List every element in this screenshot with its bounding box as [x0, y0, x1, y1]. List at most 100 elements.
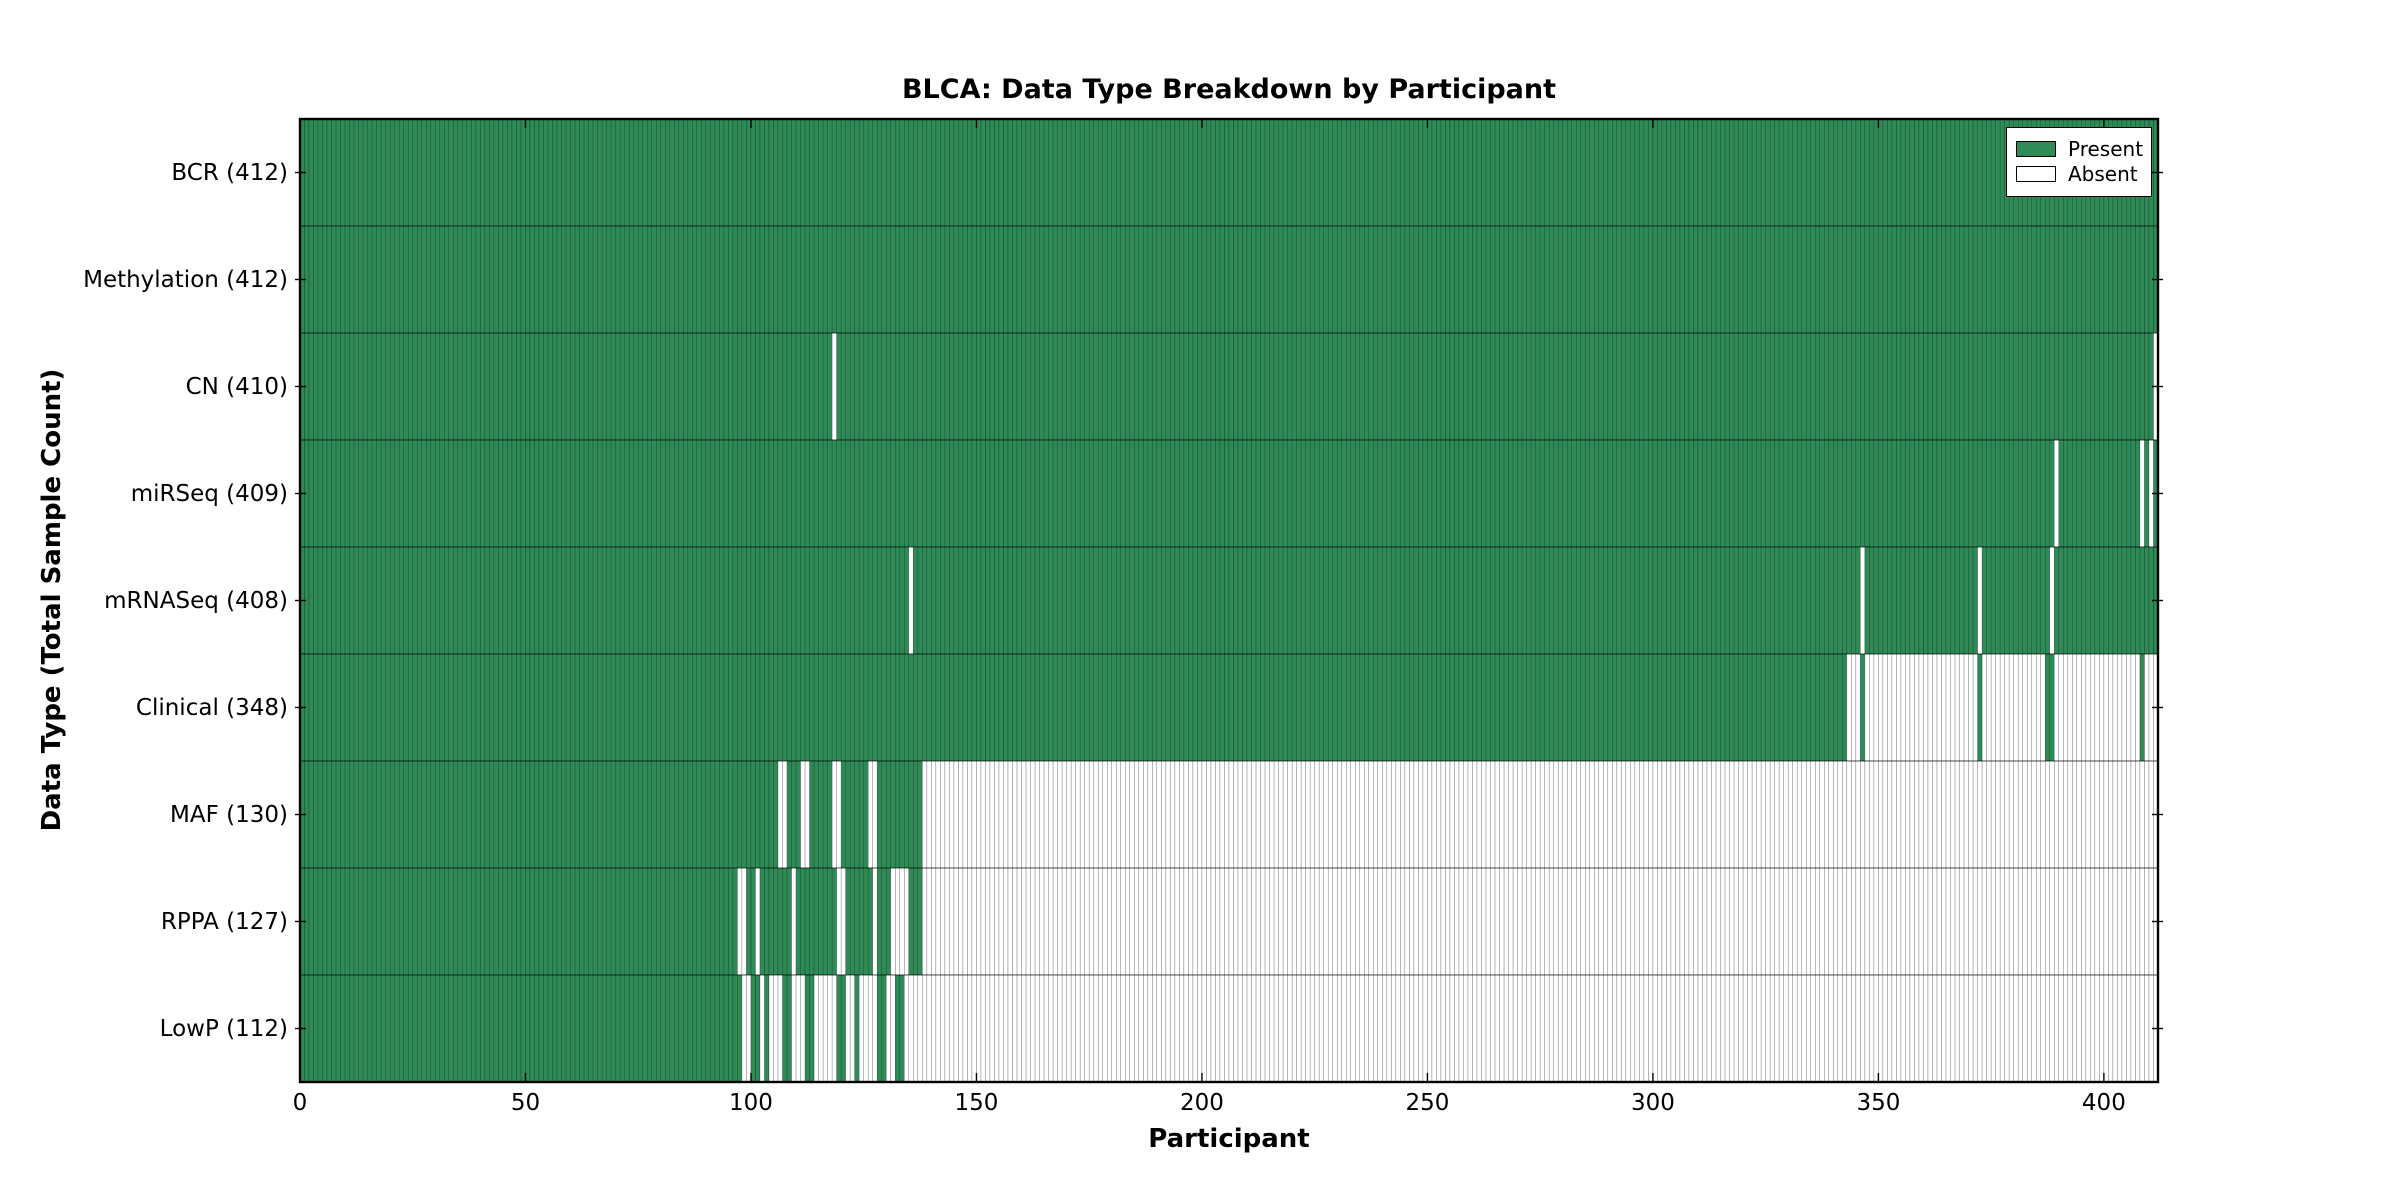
cell-LowP-150 [976, 974, 982, 1083]
cell-mRNASeq-230 [1336, 546, 1342, 655]
cell-CN-9 [340, 332, 346, 441]
cell-MAF-81 [665, 760, 671, 869]
cell-CN-82 [669, 332, 675, 441]
cell-MAF-24 [407, 760, 413, 869]
cell-Clinical-209 [1242, 653, 1248, 762]
cell-miRSeq-357 [1909, 439, 1915, 548]
cell-MAF-126 [867, 760, 873, 869]
cell-mRNASeq-264 [1490, 546, 1496, 655]
cell-CN-314 [1715, 332, 1721, 441]
cell-Methylation-10 [344, 225, 350, 334]
cell-mRNASeq-258 [1463, 546, 1469, 655]
cell-RPPA-12 [353, 867, 359, 976]
cell-Methylation-112 [804, 225, 810, 334]
cell-Clinical-272 [1526, 653, 1532, 762]
cell-RPPA-269 [1512, 867, 1518, 976]
cell-CN-175 [1088, 332, 1094, 441]
cell-RPPA-50 [525, 867, 531, 976]
cell-LowP-370 [1968, 974, 1974, 1083]
cell-miRSeq-383 [2026, 439, 2032, 548]
cell-CN-388 [2049, 332, 2055, 441]
cell-RPPA-223 [1305, 867, 1311, 976]
cell-mRNASeq-54 [543, 546, 549, 655]
cell-LowP-154 [994, 974, 1000, 1083]
cell-mRNASeq-279 [1557, 546, 1563, 655]
cell-RPPA-194 [1174, 867, 1180, 976]
cell-LowP-283 [1576, 974, 1582, 1083]
cell-BCR-145 [953, 118, 959, 227]
cell-Clinical-358 [1914, 653, 1920, 762]
cell-mRNASeq-310 [1697, 546, 1703, 655]
cell-miRSeq-58 [561, 439, 567, 548]
cell-LowP-288 [1598, 974, 1604, 1083]
cell-Clinical-258 [1463, 653, 1469, 762]
cell-Methylation-134 [904, 225, 910, 334]
cell-MAF-154 [994, 760, 1000, 869]
cell-mRNASeq-337 [1819, 546, 1825, 655]
cell-Clinical-328 [1778, 653, 1784, 762]
cell-Methylation-15 [367, 225, 373, 334]
cell-CN-335 [1810, 332, 1816, 441]
cell-Clinical-115 [818, 653, 824, 762]
cell-mRNASeq-247 [1413, 546, 1419, 655]
cell-BCR-364 [1941, 118, 1947, 227]
cell-MAF-15 [367, 760, 373, 869]
cell-miRSeq-13 [358, 439, 364, 548]
cell-miRSeq-37 [466, 439, 472, 548]
cell-Clinical-317 [1729, 653, 1735, 762]
cell-mRNASeq-126 [867, 546, 873, 655]
cell-mRNASeq-287 [1594, 546, 1600, 655]
legend-label-absent: Absent [2068, 162, 2138, 186]
cell-BCR-343 [1846, 118, 1852, 227]
cell-Methylation-235 [1359, 225, 1365, 334]
cell-RPPA-55 [547, 867, 553, 976]
cell-RPPA-311 [1702, 867, 1708, 976]
cell-RPPA-279 [1557, 867, 1563, 976]
cell-CN-203 [1215, 332, 1221, 441]
cell-CN-174 [1084, 332, 1090, 441]
cell-miRSeq-252 [1436, 439, 1442, 548]
cell-mRNASeq-94 [723, 546, 729, 655]
cell-Methylation-27 [421, 225, 427, 334]
cell-mRNASeq-265 [1494, 546, 1500, 655]
cell-Clinical-399 [2099, 653, 2105, 762]
cell-miRSeq-26 [417, 439, 423, 548]
cell-CN-310 [1697, 332, 1703, 441]
cell-Clinical-164 [1039, 653, 1045, 762]
cell-CN-368 [1959, 332, 1965, 441]
cell-miRSeq-168 [1057, 439, 1063, 548]
cell-CN-282 [1571, 332, 1577, 441]
cell-MAF-376 [1995, 760, 2001, 869]
cell-MAF-11 [349, 760, 355, 869]
cell-LowP-335 [1810, 974, 1816, 1083]
cell-mRNASeq-387 [2045, 546, 2051, 655]
cell-mRNASeq-396 [2085, 546, 2091, 655]
cell-Clinical-198 [1192, 653, 1198, 762]
cell-CN-53 [538, 332, 544, 441]
cell-Methylation-287 [1594, 225, 1600, 334]
cell-Methylation-385 [2035, 225, 2041, 334]
cell-Clinical-408 [2139, 653, 2145, 762]
cell-Clinical-255 [1449, 653, 1455, 762]
cell-RPPA-126 [867, 867, 873, 976]
cell-MAF-335 [1810, 760, 1816, 869]
cell-LowP-65 [592, 974, 598, 1083]
cell-CN-207 [1233, 332, 1239, 441]
cell-CN-397 [2090, 332, 2096, 441]
cell-miRSeq-212 [1255, 439, 1261, 548]
cell-RPPA-149 [971, 867, 977, 976]
cell-LowP-103 [764, 974, 770, 1083]
cell-LowP-333 [1801, 974, 1807, 1083]
cell-RPPA-33 [448, 867, 454, 976]
legend-entry-present: Present [2016, 138, 2143, 160]
cell-RPPA-153 [989, 867, 995, 976]
cell-Methylation-259 [1467, 225, 1473, 334]
cell-Clinical-138 [922, 653, 928, 762]
cell-Methylation-399 [2099, 225, 2105, 334]
cell-miRSeq-86 [687, 439, 693, 548]
cell-BCR-376 [1995, 118, 2001, 227]
cell-Clinical-210 [1246, 653, 1252, 762]
cell-Methylation-222 [1300, 225, 1306, 334]
cell-CN-340 [1833, 332, 1839, 441]
cell-BCR-301 [1657, 118, 1663, 227]
